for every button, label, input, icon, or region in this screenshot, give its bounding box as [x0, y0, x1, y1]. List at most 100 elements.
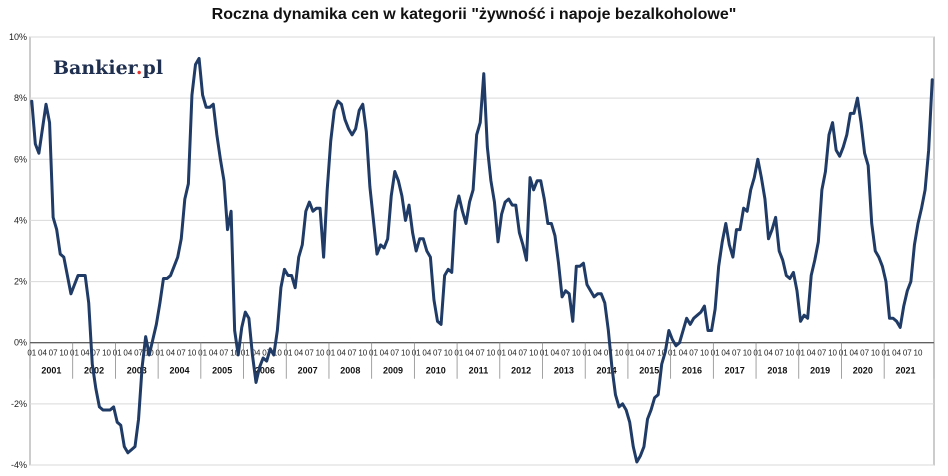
month-tick-label: 07	[817, 349, 826, 358]
month-tick-label: 07	[518, 349, 527, 358]
month-tick-label: 04	[892, 349, 901, 358]
year-label: 2018	[767, 366, 787, 376]
axis-layer: -4% -2% 0% 2% 4% 6% 8% 10%	[9, 32, 934, 470]
month-tick-label: 07	[262, 349, 271, 358]
month-tick-label: 10	[572, 349, 581, 358]
month-tick-label: 04	[593, 349, 602, 358]
month-tick-label: 10	[743, 349, 752, 358]
month-tick-label: 10	[486, 349, 495, 358]
y-tick-label: 4%	[14, 215, 27, 225]
month-tick-label: 04	[81, 349, 90, 358]
month-tick-label: 10	[230, 349, 239, 358]
month-tick-label: 04	[209, 349, 218, 358]
chart-title: Roczna dynamika cen w kategorii "żywność…	[211, 6, 737, 23]
month-tick-label: 01	[540, 349, 549, 358]
month-tick-label: 04	[679, 349, 688, 358]
y-tick-label: 0%	[14, 338, 27, 348]
year-label: 2016	[682, 366, 702, 376]
month-tick-label: 01	[326, 349, 335, 358]
series-layer	[30, 56, 934, 464]
month-tick-label: 07	[689, 349, 698, 358]
month-tick-label: 01	[369, 349, 378, 358]
month-tick-label: 01	[27, 349, 36, 358]
logo-main: Bankier	[53, 57, 139, 79]
year-label: 2001	[41, 366, 61, 376]
month-tick-label: 01	[198, 349, 207, 358]
month-tick-label: 04	[123, 349, 132, 358]
y-tick-label: 8%	[14, 93, 27, 103]
year-label: 2019	[810, 366, 830, 376]
month-tick-label: 07	[390, 349, 399, 358]
month-tick-label: 01	[454, 349, 463, 358]
month-tick-label: 01	[412, 349, 421, 358]
month-tick-label: 07	[860, 349, 869, 358]
month-tick-label: 04	[337, 349, 346, 358]
month-tick-label: 07	[348, 349, 357, 358]
year-label: 2004	[169, 366, 189, 376]
series-line	[30, 56, 934, 464]
month-tick-label: 10	[529, 349, 538, 358]
y-tick-label: 10%	[9, 32, 27, 42]
y-tick-label: -4%	[11, 460, 27, 470]
month-tick-label: 10	[914, 349, 923, 358]
month-tick-label: 04	[294, 349, 303, 358]
month-tick-label: 07	[732, 349, 741, 358]
month-tick-label: 01	[241, 349, 250, 358]
month-tick-label: 10	[785, 349, 794, 358]
y-tick-label: 2%	[14, 277, 27, 287]
month-tick-label: 04	[166, 349, 175, 358]
month-tick-label: 01	[155, 349, 164, 358]
month-tick-label: 10	[700, 349, 709, 358]
month-tick-label: 04	[551, 349, 560, 358]
year-label: 2008	[340, 366, 360, 376]
bankier-logo: Bankier.pl	[53, 57, 163, 79]
month-tick-label: 01	[753, 349, 762, 358]
month-tick-label: 01	[881, 349, 890, 358]
month-tick-label: 07	[177, 349, 186, 358]
month-tick-label: 01	[668, 349, 677, 358]
month-tick-label: 10	[187, 349, 196, 358]
year-label: 2003	[127, 366, 147, 376]
month-tick-label: 04	[38, 349, 47, 358]
month-tick-label: 10	[871, 349, 880, 358]
month-tick-label: 07	[604, 349, 613, 358]
year-label: 2009	[383, 366, 403, 376]
year-label: 2020	[853, 366, 873, 376]
month-tick-label: 01	[839, 349, 848, 358]
month-tick-label: 04	[849, 349, 858, 358]
month-tick-label: 07	[305, 349, 314, 358]
month-tick-label: 01	[113, 349, 122, 358]
month-tick-label: 04	[764, 349, 773, 358]
month-tick-label: 04	[422, 349, 431, 358]
month-tick-label: 10	[444, 349, 453, 358]
month-tick-label: 07	[775, 349, 784, 358]
month-tick-label: 10	[102, 349, 111, 358]
month-tick-label: 01	[711, 349, 720, 358]
y-tick-label: 6%	[14, 154, 27, 164]
month-tick-label: 07	[903, 349, 912, 358]
year-label: 2015	[639, 366, 659, 376]
year-label: 2006	[255, 366, 275, 376]
month-tick-label: 01	[625, 349, 634, 358]
month-tick-label: 10	[615, 349, 624, 358]
month-tick-label: 01	[284, 349, 293, 358]
year-label: 2005	[212, 366, 232, 376]
month-tick-label: 07	[220, 349, 229, 358]
month-tick-label: 07	[476, 349, 485, 358]
month-tick-label: 10	[657, 349, 666, 358]
year-label: 2012	[511, 366, 531, 376]
year-label: 2007	[298, 366, 318, 376]
month-tick-label: 10	[401, 349, 410, 358]
month-tick-label: 07	[49, 349, 58, 358]
year-label: 2013	[554, 366, 574, 376]
year-label: 2014	[597, 366, 617, 376]
y-tick-label: -2%	[11, 399, 27, 409]
month-tick-label: 10	[59, 349, 68, 358]
logo-dot: .	[136, 57, 143, 79]
month-tick-label: 10	[316, 349, 325, 358]
month-tick-label: 01	[497, 349, 506, 358]
month-tick-label: 04	[636, 349, 645, 358]
month-tick-label: 04	[508, 349, 517, 358]
